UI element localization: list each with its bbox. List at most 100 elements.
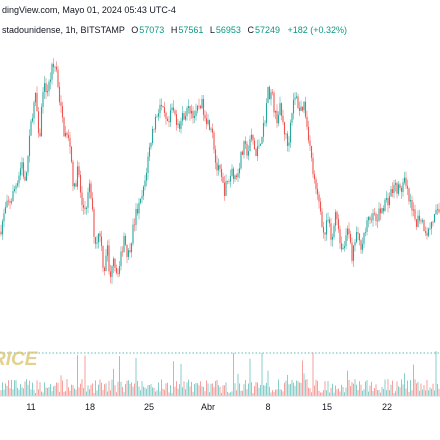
volume-bar xyxy=(119,356,120,396)
candle-body xyxy=(378,208,380,221)
candle-body xyxy=(408,188,410,202)
candle-body xyxy=(406,185,409,189)
candle-body xyxy=(16,183,19,186)
volume-bar xyxy=(314,385,315,396)
candle-body xyxy=(228,181,230,182)
candle-body xyxy=(75,183,77,187)
candle-body xyxy=(21,162,23,169)
volume-bar xyxy=(396,381,398,396)
candle-body xyxy=(199,106,202,109)
candle-body xyxy=(202,99,205,115)
volume-bar xyxy=(168,392,170,396)
volume-bar xyxy=(120,381,122,396)
volume-bar xyxy=(32,382,33,396)
volume-bar xyxy=(20,384,21,396)
volume-bar xyxy=(69,390,71,396)
volume-bar xyxy=(291,379,293,396)
volume-bar xyxy=(158,382,159,396)
volume-bar xyxy=(206,380,207,396)
candle-body xyxy=(270,92,272,100)
candle-body xyxy=(390,189,392,197)
candle-body xyxy=(40,107,43,137)
volume-bar xyxy=(84,355,86,396)
candle-body xyxy=(402,182,404,192)
candle-body xyxy=(30,121,32,136)
volume-bar xyxy=(354,379,356,396)
candle-body xyxy=(367,217,370,221)
volume-bar xyxy=(315,379,317,396)
candle-body xyxy=(10,201,13,203)
volume-bar xyxy=(35,393,36,396)
volume-bar xyxy=(243,384,245,396)
candle-body xyxy=(265,103,268,123)
x-tick-label: 11 xyxy=(26,402,35,412)
volume-bar xyxy=(347,370,348,396)
x-axis-ticks: 11 18 25 Abr 8 15 22 xyxy=(26,402,392,412)
volume-bar xyxy=(312,352,314,396)
candle-body xyxy=(15,185,17,189)
candle-body xyxy=(253,140,256,149)
volume-bar xyxy=(65,391,66,396)
candle-body xyxy=(409,200,412,202)
candle-body xyxy=(387,198,389,206)
volume-bar xyxy=(197,383,198,396)
volume-bar xyxy=(281,389,282,396)
volume-bar xyxy=(372,391,374,396)
candle-body xyxy=(34,93,37,103)
candle-body xyxy=(252,134,254,141)
candle-body xyxy=(45,83,47,93)
volume-bar xyxy=(225,382,227,396)
candle-body xyxy=(93,209,95,237)
volume-bar xyxy=(57,382,59,396)
candle-body xyxy=(76,166,79,187)
volume-bar xyxy=(21,387,23,396)
candle-body xyxy=(396,183,398,194)
candle-body xyxy=(49,79,52,82)
candle-body xyxy=(364,231,367,233)
volume-bar xyxy=(2,382,3,396)
candle-body xyxy=(352,245,355,261)
volume-bar xyxy=(192,391,194,396)
candle-body xyxy=(181,113,184,121)
volume-bar xyxy=(39,382,41,396)
volume-bar xyxy=(107,391,108,396)
volume-bar xyxy=(12,389,14,396)
candle-body xyxy=(385,198,388,200)
volume-bar xyxy=(68,387,69,396)
candle-body xyxy=(183,113,185,120)
candle-body xyxy=(273,92,275,113)
candle-body xyxy=(288,142,290,146)
close-value: 57249 xyxy=(254,25,280,35)
candle-body xyxy=(268,86,271,100)
volume-bar xyxy=(87,385,89,396)
volume-bar xyxy=(126,380,128,396)
candle-body xyxy=(312,157,314,175)
volume-bar xyxy=(174,386,176,396)
volume-bar xyxy=(122,387,123,396)
candle-body xyxy=(42,92,44,107)
candle-body xyxy=(87,192,89,208)
volume-bar xyxy=(38,389,39,396)
candle-body xyxy=(355,232,358,243)
volume-bar xyxy=(341,384,342,396)
volume-bar xyxy=(50,384,51,396)
volume-bar xyxy=(381,387,383,396)
candle-body xyxy=(24,176,26,181)
volume-bar xyxy=(80,383,81,396)
volume-bar xyxy=(308,387,309,396)
candle-body xyxy=(283,122,286,135)
candle-body xyxy=(63,117,65,137)
volume-bar xyxy=(437,384,438,396)
volume-bar xyxy=(129,384,131,396)
candle-body xyxy=(382,208,385,212)
volume-bar xyxy=(116,392,117,396)
volume-bar xyxy=(209,392,210,396)
candle-body xyxy=(285,133,287,135)
candle-body xyxy=(346,228,349,236)
volume-bar xyxy=(83,388,84,396)
volume-bar xyxy=(386,390,387,396)
candle-body xyxy=(28,135,31,157)
volume-bar xyxy=(203,386,204,396)
candle-body xyxy=(337,219,340,230)
